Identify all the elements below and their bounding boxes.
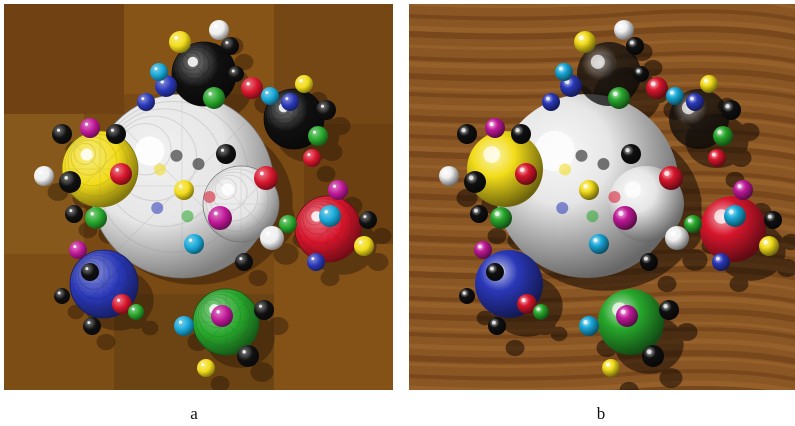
figure-panel-a bbox=[4, 4, 393, 390]
sphereflake-image-b bbox=[409, 4, 795, 390]
caption-a: a bbox=[190, 404, 198, 423]
figure-panel-b bbox=[409, 4, 795, 390]
caption-b: b bbox=[596, 404, 606, 423]
sphereflake-image-a bbox=[4, 4, 393, 390]
